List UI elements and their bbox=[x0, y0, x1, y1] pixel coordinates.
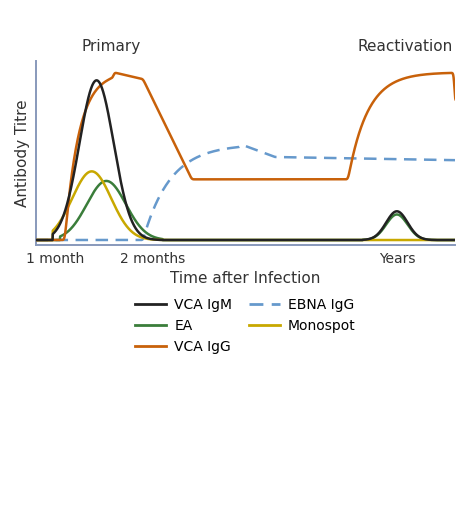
Legend: VCA IgM, EA, VCA IgG, EBNA IgG, Monospot: VCA IgM, EA, VCA IgG, EBNA IgG, Monospot bbox=[130, 292, 361, 359]
Y-axis label: Antibody Titre: Antibody Titre bbox=[15, 99, 30, 207]
Text: Reactivation: Reactivation bbox=[357, 39, 453, 54]
X-axis label: Time after Infection: Time after Infection bbox=[170, 271, 321, 286]
Text: Primary: Primary bbox=[82, 39, 141, 54]
